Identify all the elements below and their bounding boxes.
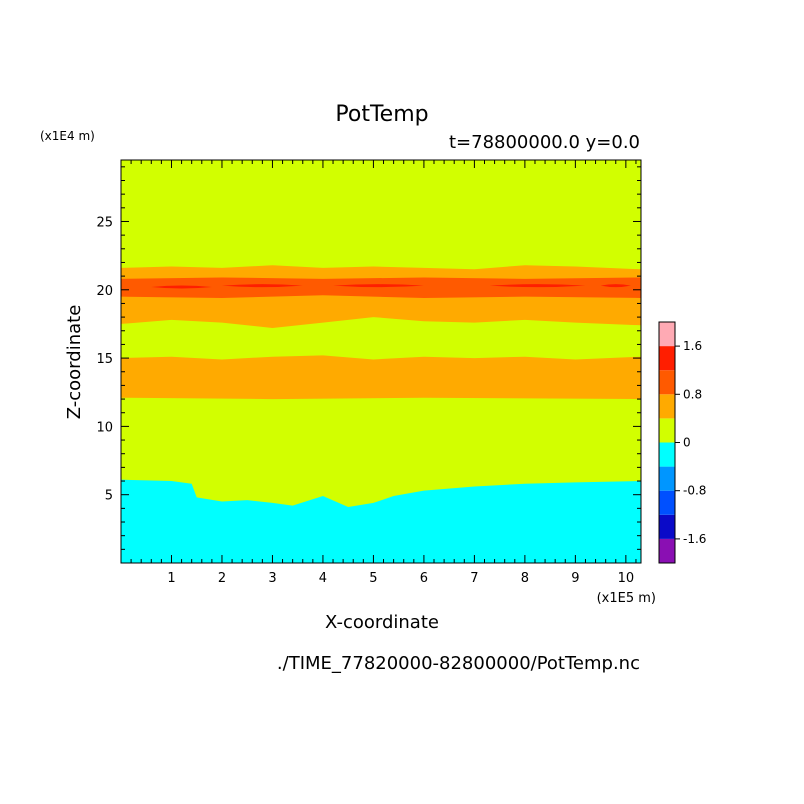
x-tick-label: 1 xyxy=(167,571,175,586)
colorbar-swatch xyxy=(659,322,675,347)
plot-frame xyxy=(120,159,642,564)
contour-streak-0 xyxy=(151,285,212,289)
colorbar-swatch xyxy=(659,442,675,467)
colorbar-tick-label: 0.8 xyxy=(683,387,702,401)
x-tick-label: 10 xyxy=(618,571,635,586)
colorbar-tick-label: 0 xyxy=(683,436,691,450)
colorbar-swatch xyxy=(659,466,675,491)
chart-subtitle: t=78800000.0 y=0.0 xyxy=(449,132,640,153)
y-tick-label: 5 xyxy=(105,489,113,504)
colorbar-tick-label: -0.8 xyxy=(683,484,706,498)
x-tick-label: 3 xyxy=(268,571,276,586)
x-axis-label: X-coordinate xyxy=(325,612,439,633)
colorbar: 1.6 0.8 0 -0.8 -1.6 xyxy=(658,321,706,564)
y-axis: 5 10 15 20 25 xyxy=(96,166,641,550)
colorbar-swatch xyxy=(659,370,675,395)
contour-band-3 xyxy=(121,479,641,563)
contour-streak-4 xyxy=(600,284,631,288)
colorbar-swatch xyxy=(659,346,675,371)
colorbar-tick-label: -1.6 xyxy=(683,532,706,546)
y-tick-label: 10 xyxy=(96,420,113,435)
contour-band-1 xyxy=(121,277,641,298)
x-tick-label: 7 xyxy=(470,571,478,586)
x-axis: 1 2 3 4 5 6 7 8 9 10 xyxy=(130,160,637,586)
chart-title: PotTemp xyxy=(335,102,428,127)
contour-streak-1 xyxy=(221,284,303,288)
contour-plot-area xyxy=(121,160,641,563)
contour-streak-2 xyxy=(333,284,424,288)
colorbar-swatch xyxy=(659,514,675,539)
colorbar-swatch xyxy=(659,538,675,563)
colorbar-swatch xyxy=(659,490,675,515)
x-tick-label: 2 xyxy=(218,571,226,586)
y-tick-label: 25 xyxy=(96,215,113,230)
file-path: ./TIME_77820000-82800000/PotTemp.nc xyxy=(277,653,640,674)
x-tick-label: 8 xyxy=(521,571,529,586)
colorbar-swatch xyxy=(659,418,675,443)
colorbar-swatch xyxy=(659,394,675,419)
y-unit-label: (x1E4 m) xyxy=(40,129,95,143)
x-tick-label: 5 xyxy=(369,571,377,586)
y-tick-label: 15 xyxy=(96,352,113,367)
y-axis-label: Z-coordinate xyxy=(64,305,85,420)
x-tick-label: 6 xyxy=(420,571,428,586)
x-tick-label: 9 xyxy=(571,571,579,586)
contour-streak-3 xyxy=(489,284,586,288)
x-tick-label: 4 xyxy=(319,571,327,586)
x-unit-label: (x1E5 m) xyxy=(597,591,656,606)
contour-band-2 xyxy=(121,355,641,400)
y-tick-label: 20 xyxy=(96,284,113,299)
colorbar-tick-label: 1.6 xyxy=(683,339,702,353)
